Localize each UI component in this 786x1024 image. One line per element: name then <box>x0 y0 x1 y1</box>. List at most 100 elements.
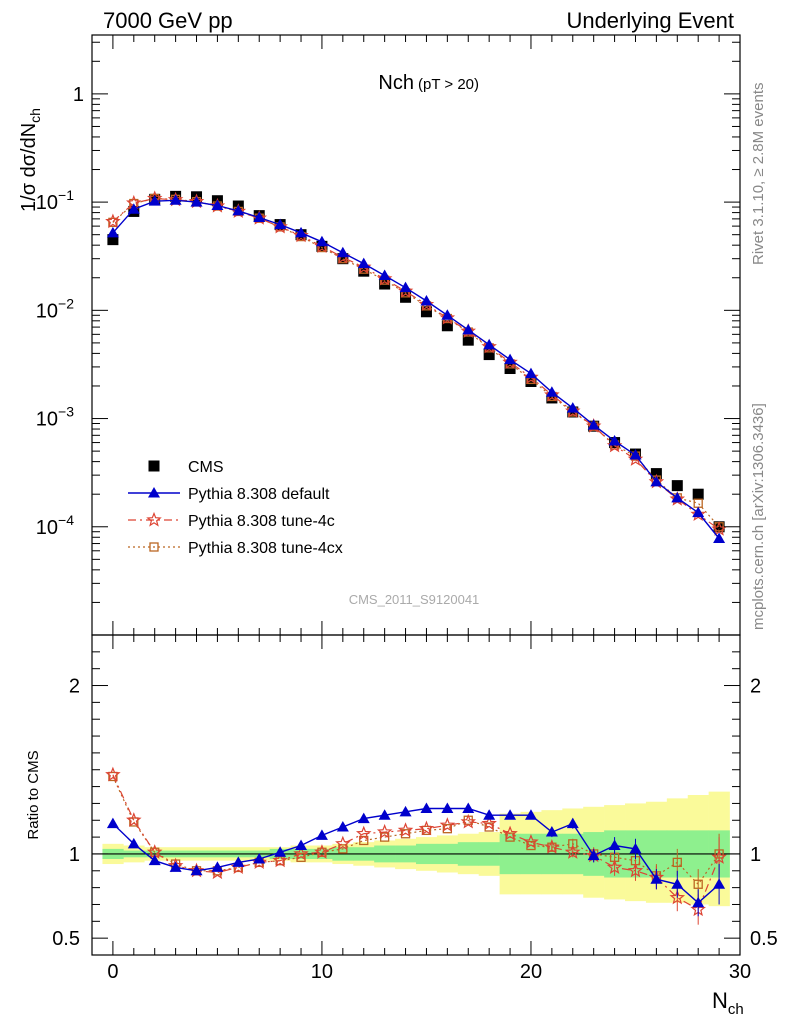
default-point <box>524 367 537 379</box>
default-point <box>315 235 328 247</box>
default-point <box>587 419 600 430</box>
default-ratio-point <box>232 856 245 867</box>
tune4c-ratio-point <box>418 820 435 836</box>
tune4c-ratio-point <box>397 822 414 837</box>
default-point <box>274 218 287 230</box>
tune4c-point <box>565 403 581 418</box>
tune4c-point <box>711 521 727 536</box>
mcplots-label: mcplots.cern.ch [arXiv:1306.3436] <box>750 403 767 630</box>
default-point <box>295 226 308 238</box>
cms-point <box>692 488 704 500</box>
legend-marker-cms <box>148 460 160 472</box>
tune4c-point <box>481 338 497 354</box>
tune4cx-ratio-point <box>693 879 703 889</box>
tune4c-ratio-point <box>314 844 330 859</box>
default-ratio-point <box>713 878 726 889</box>
tune4cx-ratio-point <box>526 840 536 851</box>
rivet-label: Rivet 3.1.10, ≥ 2.8M events <box>750 83 767 266</box>
default-ratio-point <box>378 809 391 820</box>
ratio-xtick-label: 30 <box>729 961 751 983</box>
main-ylabel-text: 1/σ dσ/dN <box>18 123 40 212</box>
default-ratio-point <box>441 802 454 813</box>
tune4c-point <box>397 283 414 298</box>
tune4c-ratio-point <box>126 812 142 827</box>
legend-label-tune4c: Pythia 8.308 tune-4c <box>188 513 335 530</box>
default-point <box>232 204 245 216</box>
tune4c-ratio-point <box>523 834 539 849</box>
legend-marker-tune4cx <box>149 542 159 552</box>
main-title: Nch <box>378 72 414 94</box>
default-ratio-point <box>399 805 412 817</box>
default-ratio-point <box>420 802 433 813</box>
tune4cx-ratio-point <box>108 771 118 782</box>
default-ratio-point <box>336 821 349 832</box>
default-point <box>211 199 224 211</box>
default-point <box>420 294 433 306</box>
cms-point <box>483 349 495 361</box>
main-ytick-label: 10−4 <box>36 512 74 539</box>
cms-point <box>441 320 453 332</box>
main-ytick-label-exp: −2 <box>58 295 74 311</box>
tune4c-ratio-point <box>335 835 351 851</box>
tune4c-point <box>105 213 121 229</box>
cms-point <box>107 234 119 246</box>
series-tune4cx <box>108 193 724 532</box>
tune4c-point <box>439 309 456 325</box>
tune4c-ratio-point <box>460 813 477 829</box>
ratio-series-default <box>106 802 726 917</box>
ratio-marks <box>92 766 740 925</box>
tune4c-point <box>355 259 372 274</box>
default-ratio-point <box>106 817 119 829</box>
main-ytick-label-exp: −3 <box>58 404 74 420</box>
ratio-panel: 0 10 20 30 0.5 0.5 1 1 2 2 Ratio to CMS Nch <box>25 634 778 1018</box>
default-point <box>629 449 642 460</box>
ratio-xtick-label: 0 <box>107 961 118 983</box>
ratio-ytick-label-right: 0.5 <box>750 928 778 950</box>
tune4cx-ratio-point <box>421 825 432 836</box>
main-ytick-label: 10−1 <box>36 187 74 214</box>
default-ratio-point <box>692 896 705 908</box>
tune4c-ratio-point <box>481 815 497 831</box>
tune4c-ratio-point <box>502 825 518 841</box>
tune4c-ratio-point <box>439 817 456 832</box>
default-ratio-point <box>545 826 558 837</box>
default-ratio-point <box>608 839 621 851</box>
default-point <box>504 353 517 365</box>
legend-label-default: Pythia 8.308 default <box>188 486 330 503</box>
cms-point <box>358 265 370 277</box>
default-point <box>399 281 412 293</box>
tune4c-point <box>376 270 393 286</box>
tune4c-ratio-point <box>606 859 623 875</box>
tune4c-point <box>690 506 706 522</box>
main-axes: 110−110−210−310−4 <box>36 35 741 636</box>
tune4cx-point <box>108 217 118 228</box>
main-panel: 110−110−210−310−4 Nch (pT > 20) CMS_2011… <box>18 34 741 636</box>
default-point <box>190 196 203 207</box>
svg-text:1/σ dσ/dNch: 1/σ dσ/dNch <box>18 108 43 212</box>
tune4c-ratio-point <box>355 825 372 841</box>
main-ytick-label-base: 10 <box>36 192 58 214</box>
tune4c-ratio-point <box>711 849 727 864</box>
cms-point <box>337 253 349 265</box>
series-cms <box>107 190 725 533</box>
ratio-xlabel-sub: ch <box>728 1001 744 1018</box>
legend: CMS Pythia 8.308 default Pythia 8.308 tune… <box>128 459 343 557</box>
main-ylabel-sub: ch <box>27 108 43 123</box>
ratio-xlabel-text: N <box>712 988 728 1013</box>
main-marks <box>105 190 727 543</box>
tune4cx-line <box>112 197 720 528</box>
default-point <box>671 491 684 503</box>
main-ylabel: 1/σ dσ/dNch <box>18 108 43 212</box>
cms-point <box>650 468 662 480</box>
default-ratio-point <box>315 829 328 840</box>
default-point <box>378 269 391 280</box>
tune4c-ratio-point <box>544 839 560 854</box>
tune4c-point <box>272 218 288 234</box>
default-ratio-point <box>671 878 684 889</box>
default-ratio-point <box>357 812 370 824</box>
series-default <box>106 194 726 543</box>
tune4c-point <box>418 296 435 312</box>
default-ratio-point <box>462 802 475 813</box>
tune4c-point <box>544 386 560 402</box>
